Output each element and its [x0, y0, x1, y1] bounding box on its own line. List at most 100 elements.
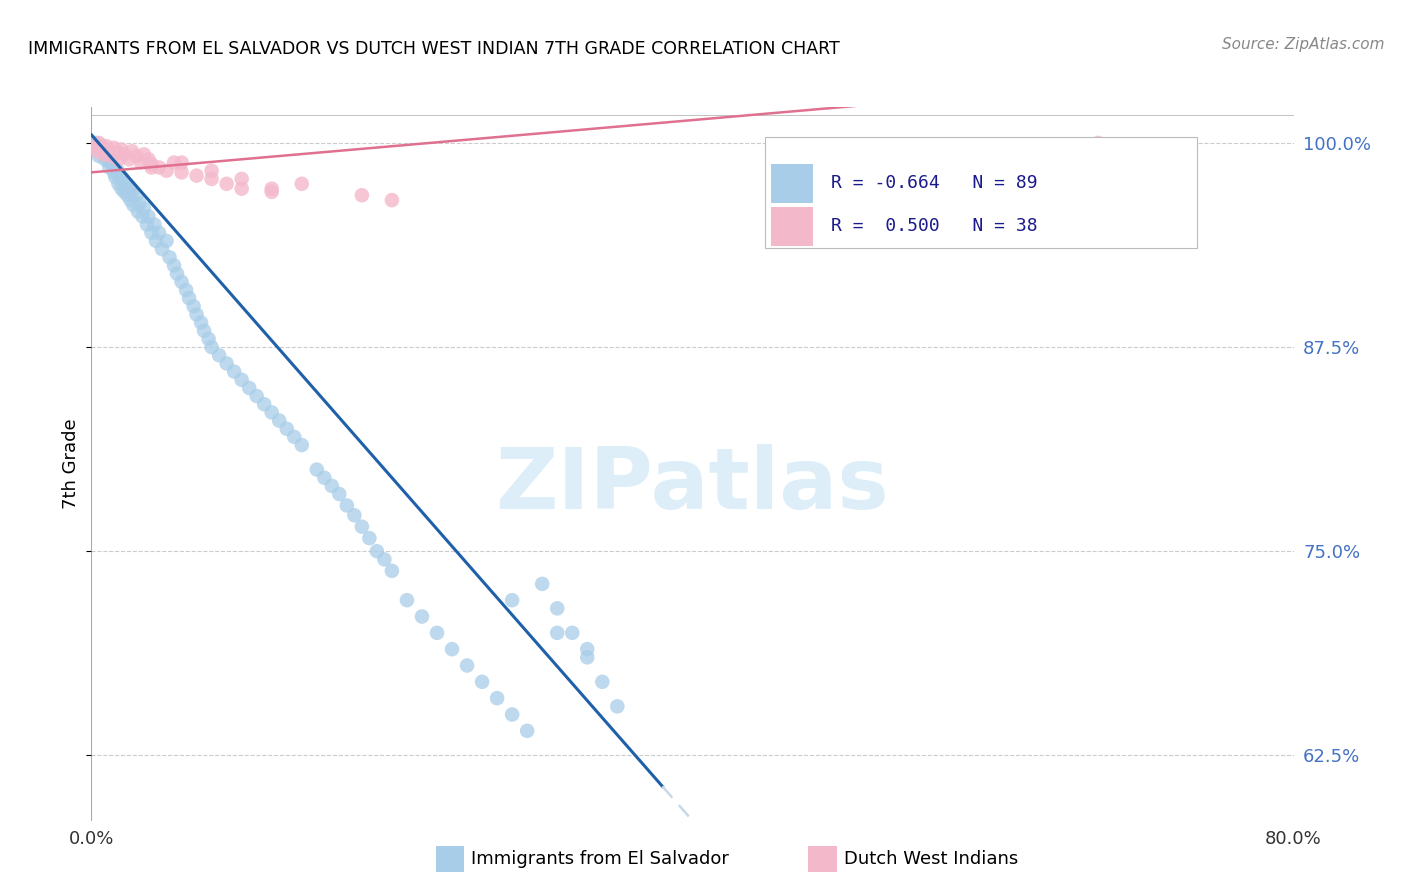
Point	[148, 226, 170, 240]
Point	[201, 340, 224, 354]
Point	[141, 157, 163, 171]
Point	[103, 141, 125, 155]
Point	[260, 185, 283, 199]
Point	[197, 332, 219, 346]
Point	[128, 196, 150, 211]
Point	[170, 155, 193, 169]
Point	[215, 177, 238, 191]
Point	[215, 356, 238, 370]
Point	[159, 250, 181, 264]
Point	[125, 149, 148, 163]
Point	[343, 508, 366, 523]
Point	[350, 188, 373, 202]
Point	[115, 177, 138, 191]
Point	[131, 210, 153, 224]
Point	[96, 139, 118, 153]
Point	[440, 642, 463, 657]
Point	[93, 147, 115, 161]
Point	[90, 141, 112, 155]
Point	[117, 188, 139, 202]
Point	[87, 149, 110, 163]
Point	[546, 625, 568, 640]
Point	[96, 147, 118, 161]
Point	[114, 147, 136, 161]
Point	[125, 188, 148, 202]
Point	[136, 218, 159, 232]
Point	[94, 153, 117, 167]
Point	[381, 564, 404, 578]
Point	[98, 161, 121, 175]
Point	[90, 139, 112, 153]
Point	[238, 381, 260, 395]
FancyBboxPatch shape	[765, 137, 1198, 248]
Point	[193, 324, 215, 338]
Point	[283, 430, 305, 444]
Point	[1087, 136, 1109, 150]
Point	[105, 145, 128, 160]
Text: IMMIGRANTS FROM EL SALVADOR VS DUTCH WEST INDIAN 7TH GRADE CORRELATION CHART: IMMIGRANTS FROM EL SALVADOR VS DUTCH WES…	[28, 40, 839, 58]
Point	[114, 185, 136, 199]
Point	[145, 234, 167, 248]
Point	[291, 177, 314, 191]
Point	[231, 172, 253, 186]
Point	[426, 625, 449, 640]
Point	[105, 162, 128, 177]
Point	[143, 218, 166, 232]
Point	[366, 544, 388, 558]
Point	[121, 144, 143, 158]
Point	[93, 144, 115, 158]
Point	[86, 144, 108, 158]
Point	[110, 143, 132, 157]
Point	[87, 136, 110, 150]
Text: R = -0.664   N = 89: R = -0.664 N = 89	[831, 175, 1038, 193]
Point	[177, 291, 200, 305]
Point	[224, 365, 246, 379]
Point	[170, 165, 193, 179]
Point	[132, 202, 155, 216]
Point	[190, 316, 212, 330]
Point	[129, 155, 152, 169]
Point	[576, 642, 599, 657]
Point	[170, 275, 193, 289]
Point	[107, 153, 129, 167]
Point	[381, 193, 404, 207]
Point	[166, 267, 188, 281]
Point	[231, 182, 253, 196]
Point	[395, 593, 418, 607]
Point	[260, 405, 283, 419]
Point	[321, 479, 343, 493]
Point	[201, 163, 224, 178]
Point	[531, 577, 554, 591]
Point	[83, 139, 105, 153]
Point	[269, 413, 291, 427]
Point	[138, 153, 160, 167]
Point	[84, 136, 107, 150]
Point	[138, 210, 160, 224]
Point	[456, 658, 478, 673]
Point	[97, 153, 120, 168]
Point	[111, 172, 134, 186]
Point	[127, 204, 149, 219]
Point	[155, 163, 177, 178]
Bar	[770, 164, 813, 203]
Point	[606, 699, 628, 714]
Point	[100, 149, 122, 163]
Point	[501, 593, 523, 607]
Point	[186, 307, 208, 321]
Point	[208, 348, 231, 362]
Point	[314, 471, 336, 485]
Point	[246, 389, 269, 403]
Y-axis label: 7th Grade: 7th Grade	[62, 418, 80, 509]
Point	[561, 625, 583, 640]
Point	[118, 153, 141, 167]
Text: Immigrants from El Salvador: Immigrants from El Salvador	[471, 850, 728, 868]
Point	[260, 182, 283, 196]
Point	[163, 259, 186, 273]
Point	[591, 674, 613, 689]
Point	[110, 182, 132, 196]
Point	[103, 165, 125, 179]
Point	[118, 182, 141, 196]
Point	[336, 499, 359, 513]
Point	[373, 552, 395, 566]
Point	[120, 193, 142, 207]
